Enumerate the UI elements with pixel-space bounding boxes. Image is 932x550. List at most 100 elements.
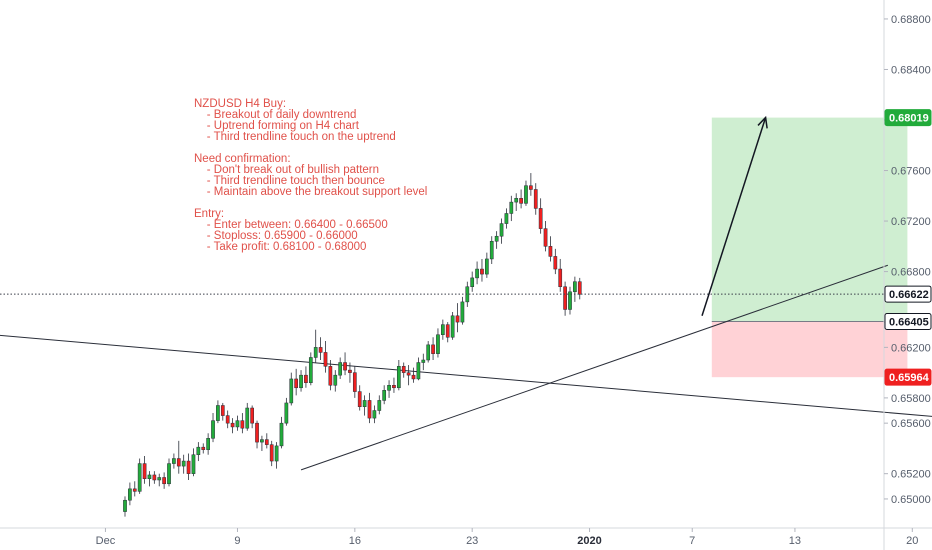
candle xyxy=(577,277,582,300)
candle xyxy=(485,252,489,278)
candle xyxy=(426,341,431,363)
note-line: - Uptrend forming on H4 chart xyxy=(194,120,360,132)
candle-body xyxy=(489,241,494,260)
note-line: - Enter between: 0.66400 - 0.66500 xyxy=(194,219,388,231)
candle xyxy=(264,433,269,449)
candle xyxy=(167,458,171,487)
candle xyxy=(431,337,435,360)
candle-body xyxy=(230,422,235,428)
candle-body xyxy=(250,407,254,424)
candle xyxy=(509,195,514,222)
candle xyxy=(367,392,372,424)
time-tick-label: 23 xyxy=(466,535,478,547)
candle xyxy=(132,481,137,497)
candle xyxy=(196,442,201,462)
candle xyxy=(445,322,450,343)
candle xyxy=(563,281,567,316)
price-axis[interactable]: 0.688000.684000.680000.676000.672000.668… xyxy=(883,0,932,550)
candle-body xyxy=(191,454,196,474)
candle xyxy=(299,370,303,392)
candle-body xyxy=(470,277,475,287)
note-line: NZDUSD H4 Buy: xyxy=(194,98,286,110)
candle-body xyxy=(577,281,582,295)
price-tick-label: 0.67200 xyxy=(891,216,931,228)
candle xyxy=(186,453,191,480)
candle xyxy=(157,473,162,487)
candle xyxy=(211,413,215,443)
candle xyxy=(499,218,504,244)
candle-body xyxy=(147,474,152,479)
candle xyxy=(475,261,479,285)
candle-body xyxy=(201,446,206,450)
candle xyxy=(441,319,445,340)
candle xyxy=(284,397,289,426)
candle xyxy=(338,357,343,379)
candle-body xyxy=(475,268,479,279)
candle xyxy=(436,328,440,358)
profit-zone xyxy=(711,117,908,322)
candle-body xyxy=(157,477,162,481)
trendlines[interactable] xyxy=(0,264,932,471)
candle-body xyxy=(357,391,362,407)
candle xyxy=(220,402,225,421)
candle-body xyxy=(455,315,460,323)
candle xyxy=(558,258,563,292)
candle xyxy=(519,189,523,209)
candle xyxy=(514,193,519,211)
note-line: Need confirmation: xyxy=(194,153,291,165)
candle-body xyxy=(387,385,391,391)
candle-body xyxy=(240,420,245,429)
candle xyxy=(533,183,538,215)
target-arrow-shaft xyxy=(701,117,767,317)
candle-body xyxy=(406,372,411,376)
price-tick-label: 0.65600 xyxy=(891,418,931,430)
time-tick-label: 9 xyxy=(234,535,240,547)
price-label-value: 0.68019 xyxy=(889,113,929,125)
candle-body xyxy=(260,439,264,443)
candle xyxy=(387,380,391,398)
candle xyxy=(304,366,308,388)
long-position-tool[interactable] xyxy=(711,117,908,378)
candle xyxy=(348,362,352,383)
candle xyxy=(416,357,421,381)
candle-body xyxy=(137,463,142,492)
candle-body xyxy=(176,458,181,467)
candle xyxy=(470,271,475,292)
candle xyxy=(191,448,196,477)
candle-body xyxy=(348,369,352,373)
candle-body xyxy=(396,366,401,389)
candle-body xyxy=(299,374,303,389)
time-axis[interactable]: 25Dec91623202071320 xyxy=(0,527,932,547)
candle-body xyxy=(186,460,191,474)
candle xyxy=(553,248,558,275)
candle-body xyxy=(377,400,382,411)
candle-body xyxy=(235,420,240,428)
candle-body xyxy=(421,359,426,363)
candle xyxy=(240,413,245,434)
price-label-value: 0.66405 xyxy=(889,316,929,328)
candle-body xyxy=(553,256,558,270)
h4-uptrend-trendline xyxy=(300,264,889,471)
candle xyxy=(489,236,494,264)
candle-body xyxy=(460,301,465,323)
candle xyxy=(529,173,533,196)
drawing-overlays[interactable] xyxy=(0,115,884,317)
candle-body xyxy=(220,405,225,416)
candle-body xyxy=(284,402,289,424)
time-tick-label: 7 xyxy=(689,535,695,547)
trade-note[interactable]: NZDUSD H4 Buy: - Breakout of daily downt… xyxy=(194,98,427,253)
candle xyxy=(377,395,382,415)
candle xyxy=(308,352,313,386)
candle-body xyxy=(514,198,519,203)
candle-body xyxy=(445,324,450,338)
candle xyxy=(450,312,455,340)
price-label-value: 0.65964 xyxy=(889,372,930,384)
candle-body xyxy=(509,201,514,214)
candle-body xyxy=(352,372,357,392)
candle xyxy=(206,433,210,455)
price-tick-label: 0.68400 xyxy=(891,64,931,76)
candle xyxy=(401,362,406,378)
candle xyxy=(289,372,294,406)
candle xyxy=(181,454,186,474)
